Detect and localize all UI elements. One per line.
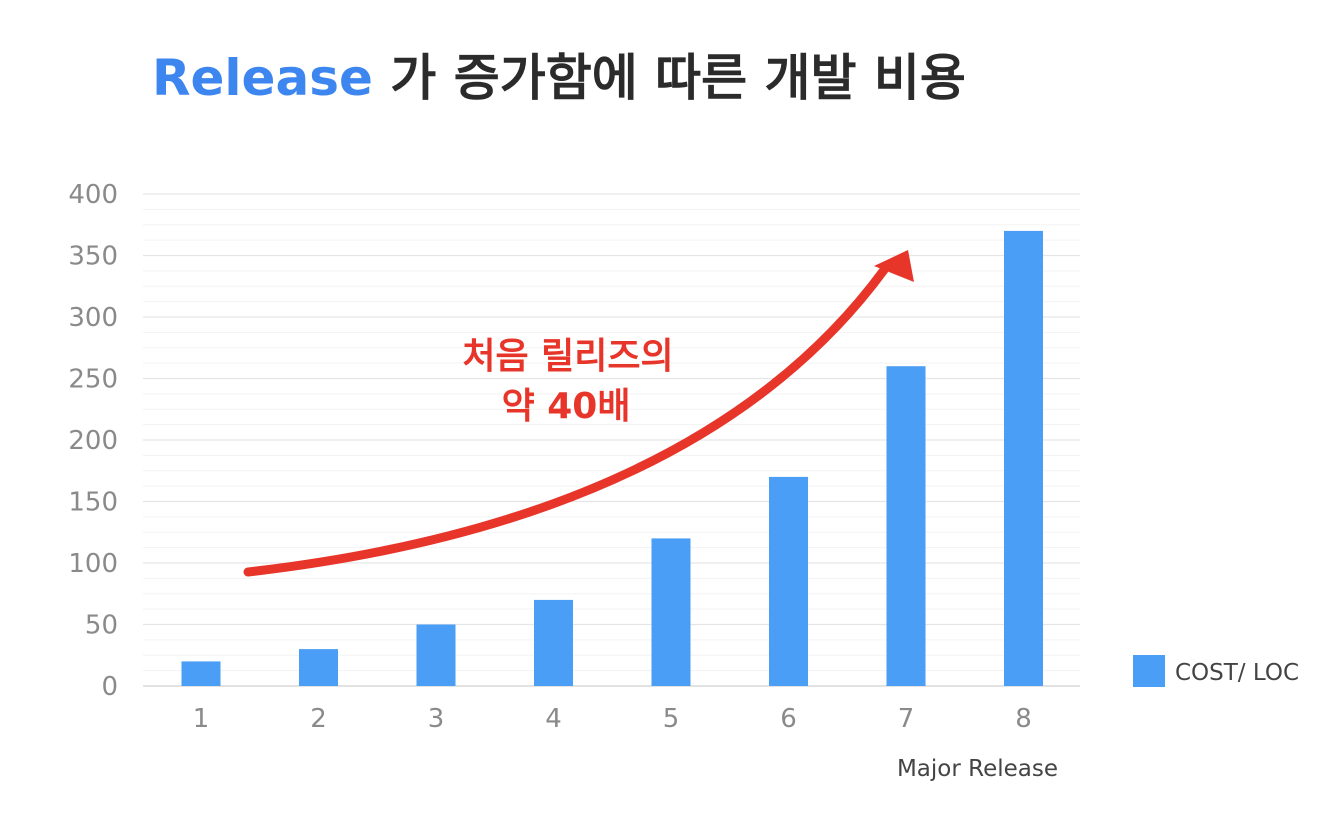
bar — [299, 649, 338, 686]
y-tick-labels: 0 50 100 150 200 250 300 350 400 — [68, 180, 118, 702]
x-tick-label: 1 — [193, 704, 210, 734]
legend-label: COST/ LOC — [1175, 660, 1299, 686]
x-tick-label: 7 — [898, 704, 915, 734]
bar — [181, 661, 221, 686]
x-tick-label: 5 — [663, 704, 680, 734]
growth-annotation: 처음 릴리즈의 약 40배 — [243, 250, 914, 577]
y-tick-label: 400 — [68, 180, 118, 210]
title-rest: 가 증가함에 따른 개발 비용 — [373, 49, 966, 107]
bar — [534, 599, 573, 686]
x-tick-label: 4 — [545, 704, 562, 734]
x-tick-label: 8 — [1015, 704, 1032, 734]
bar — [769, 476, 808, 686]
annotation-line-2: 약 40배 — [502, 386, 631, 427]
chart-title: Release 가 증가함에 따른 개발 비용 — [152, 49, 966, 107]
gridlines — [143, 193, 1080, 672]
y-tick-label: 150 — [68, 488, 118, 518]
x-tick-label: 2 — [310, 704, 327, 734]
annotation-line-1: 처음 릴리즈의 — [462, 336, 673, 377]
y-tick-label: 350 — [68, 242, 118, 272]
y-tick-label: 0 — [101, 672, 118, 702]
legend-swatch — [1133, 655, 1165, 687]
x-tick-label: 3 — [428, 704, 445, 734]
title-highlight: Release — [152, 49, 373, 107]
y-tick-label: 250 — [68, 365, 118, 395]
bar — [651, 538, 691, 686]
x-tick-labels: 1 2 3 4 5 6 7 8 — [193, 704, 1032, 734]
bar — [1004, 230, 1043, 686]
y-tick-label: 100 — [68, 549, 118, 579]
x-axis-title: Major Release — [897, 756, 1058, 782]
y-tick-label: 50 — [85, 611, 118, 641]
growth-arrow-curve — [243, 265, 889, 577]
y-tick-label: 200 — [68, 426, 118, 456]
growth-arrow-head — [874, 250, 914, 282]
bars — [181, 230, 1043, 686]
bar — [416, 624, 456, 686]
legend: COST/ LOC — [1133, 655, 1299, 687]
x-tick-label: 6 — [780, 704, 797, 734]
y-tick-label: 300 — [68, 303, 118, 333]
bar — [886, 366, 926, 686]
